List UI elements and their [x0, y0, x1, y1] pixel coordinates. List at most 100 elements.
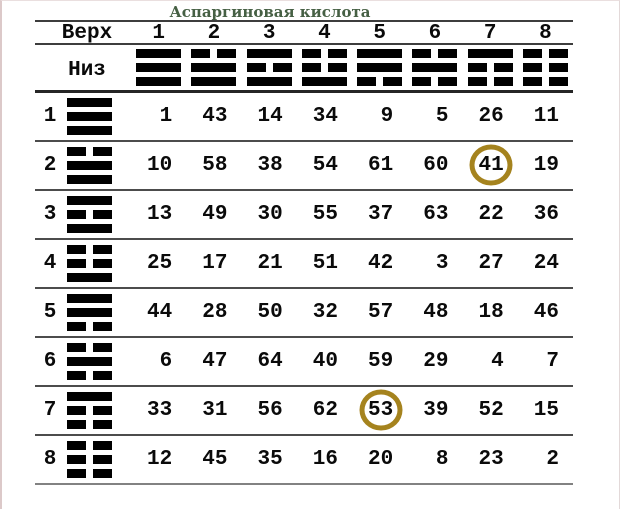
- hexagram-cell: 60: [407, 154, 462, 177]
- hexagram-cell: 63: [407, 203, 462, 226]
- hexagram-cell: 49: [186, 203, 241, 226]
- line-segment: [438, 49, 458, 58]
- hexagram-cell: 56: [242, 399, 297, 422]
- line-segment: [67, 420, 86, 429]
- hexagram-cell: 37: [352, 203, 407, 226]
- hexagram-number: 37: [368, 203, 394, 226]
- hexagram-number: 6: [159, 350, 173, 373]
- solid-line: [67, 175, 112, 184]
- top-trigram-cell: [518, 49, 573, 86]
- hexagram-number: 55: [312, 203, 338, 226]
- hexagram-cell: 3: [407, 252, 462, 275]
- hexagram-cell: 40: [297, 350, 352, 373]
- solid-line: [191, 63, 237, 72]
- hexagram-number: 13: [147, 203, 173, 226]
- hexagram-number: 3: [435, 252, 449, 275]
- hexagram-cell: 24: [518, 252, 573, 275]
- row-trigram-cell: [65, 343, 131, 380]
- broken-line: [522, 77, 568, 86]
- hexagram-number: 11: [533, 105, 559, 128]
- column-header: 5: [373, 22, 386, 45]
- line-segment: [467, 63, 487, 72]
- line-segment: [93, 406, 112, 415]
- hexagram-number: 24: [533, 252, 559, 275]
- row-header: 6: [43, 350, 57, 373]
- hexagram-cell: 33: [131, 399, 186, 422]
- hexagram-cell: 4: [463, 350, 518, 373]
- hexagram-cell: 1: [131, 105, 186, 128]
- trigram-water-icon: [67, 343, 112, 380]
- row-header: 2: [43, 154, 57, 177]
- line-segment: [438, 77, 458, 86]
- top-trigram-cell: [131, 49, 186, 86]
- highlighted-hexagram-number: 41: [478, 154, 504, 177]
- row-trigram-cell: [65, 441, 131, 478]
- hexagram-cell: 25: [131, 252, 186, 275]
- hexagram-number: 27: [478, 252, 504, 275]
- top-trigram-cell: [242, 49, 297, 86]
- line-segment: [93, 259, 112, 268]
- hexagram-number: 59: [368, 350, 394, 373]
- hexagram-number: 38: [257, 154, 283, 177]
- hexagram-number: 10: [147, 154, 173, 177]
- solid-line: [191, 77, 237, 86]
- trigram-water-icon: [412, 49, 458, 86]
- broken-line: [301, 49, 347, 58]
- trigram-heaven-icon: [136, 49, 182, 86]
- row-trigram-cell: [65, 147, 131, 184]
- hexagram-cell: 16: [297, 448, 352, 471]
- page-title: Аспаргиновая кислота: [169, 3, 371, 21]
- hexagram-number: 51: [312, 252, 338, 275]
- broken-line: [522, 63, 568, 72]
- hexagram-number: 43: [202, 105, 228, 128]
- broken-line: [67, 441, 112, 450]
- broken-line: [67, 343, 112, 352]
- trigram-mountain-icon: [467, 49, 513, 86]
- solid-line: [301, 77, 347, 86]
- hexagram-number: 57: [368, 301, 394, 324]
- hexagram-number: 54: [312, 154, 338, 177]
- hexagram-number: 23: [478, 448, 504, 471]
- line-segment: [67, 343, 86, 352]
- hexagram-cell: 32: [297, 301, 352, 324]
- line-segment: [493, 77, 513, 86]
- hexagram-number: 32: [312, 301, 338, 324]
- line-segment: [301, 63, 321, 72]
- line-segment: [93, 441, 112, 450]
- table-row: 5 44 28 50 32 57 48 18 46: [35, 289, 573, 338]
- line-segment: [522, 63, 542, 72]
- hexagram-cell: 18: [463, 301, 518, 324]
- hexagram-number: 22: [478, 203, 504, 226]
- hexagram-cell: 51: [297, 252, 352, 275]
- broken-line: [67, 420, 112, 429]
- hexagram-cell-highlighted: 53: [352, 399, 407, 422]
- hexagram-number: 17: [202, 252, 228, 275]
- line-segment: [327, 49, 347, 58]
- hexagram-cell: 64: [242, 350, 297, 373]
- hexagram-cell: 39: [407, 399, 462, 422]
- hexagram-cell: 30: [242, 203, 297, 226]
- column-header: 8: [539, 22, 552, 45]
- hexagram-number: 36: [533, 203, 559, 226]
- hexagram-cell: 59: [352, 350, 407, 373]
- hexagram-number: 44: [147, 301, 173, 324]
- hexagram-number: 62: [312, 399, 338, 422]
- row-trigram-cell: [65, 294, 131, 331]
- hexagram-cell: 29: [407, 350, 462, 373]
- table-row: 3 13 49 30 55 37 63 22 36: [35, 191, 573, 240]
- row-header: 1: [43, 105, 57, 128]
- broken-line: [67, 147, 112, 156]
- hexagram-number: 63: [423, 203, 449, 226]
- line-segment: [548, 77, 568, 86]
- hexagram-number: 30: [257, 203, 283, 226]
- line-segment: [93, 343, 112, 352]
- row-header: 3: [43, 203, 57, 226]
- hexagram-number: 9: [380, 105, 394, 128]
- solid-line: [412, 63, 458, 72]
- hexagram-cell: 2: [518, 448, 573, 471]
- broken-line: [301, 63, 347, 72]
- hexagram-cell: 55: [297, 203, 352, 226]
- trigram-thunder-icon: [67, 245, 112, 282]
- row-header: 5: [43, 301, 57, 324]
- hexagram-number: 26: [478, 105, 504, 128]
